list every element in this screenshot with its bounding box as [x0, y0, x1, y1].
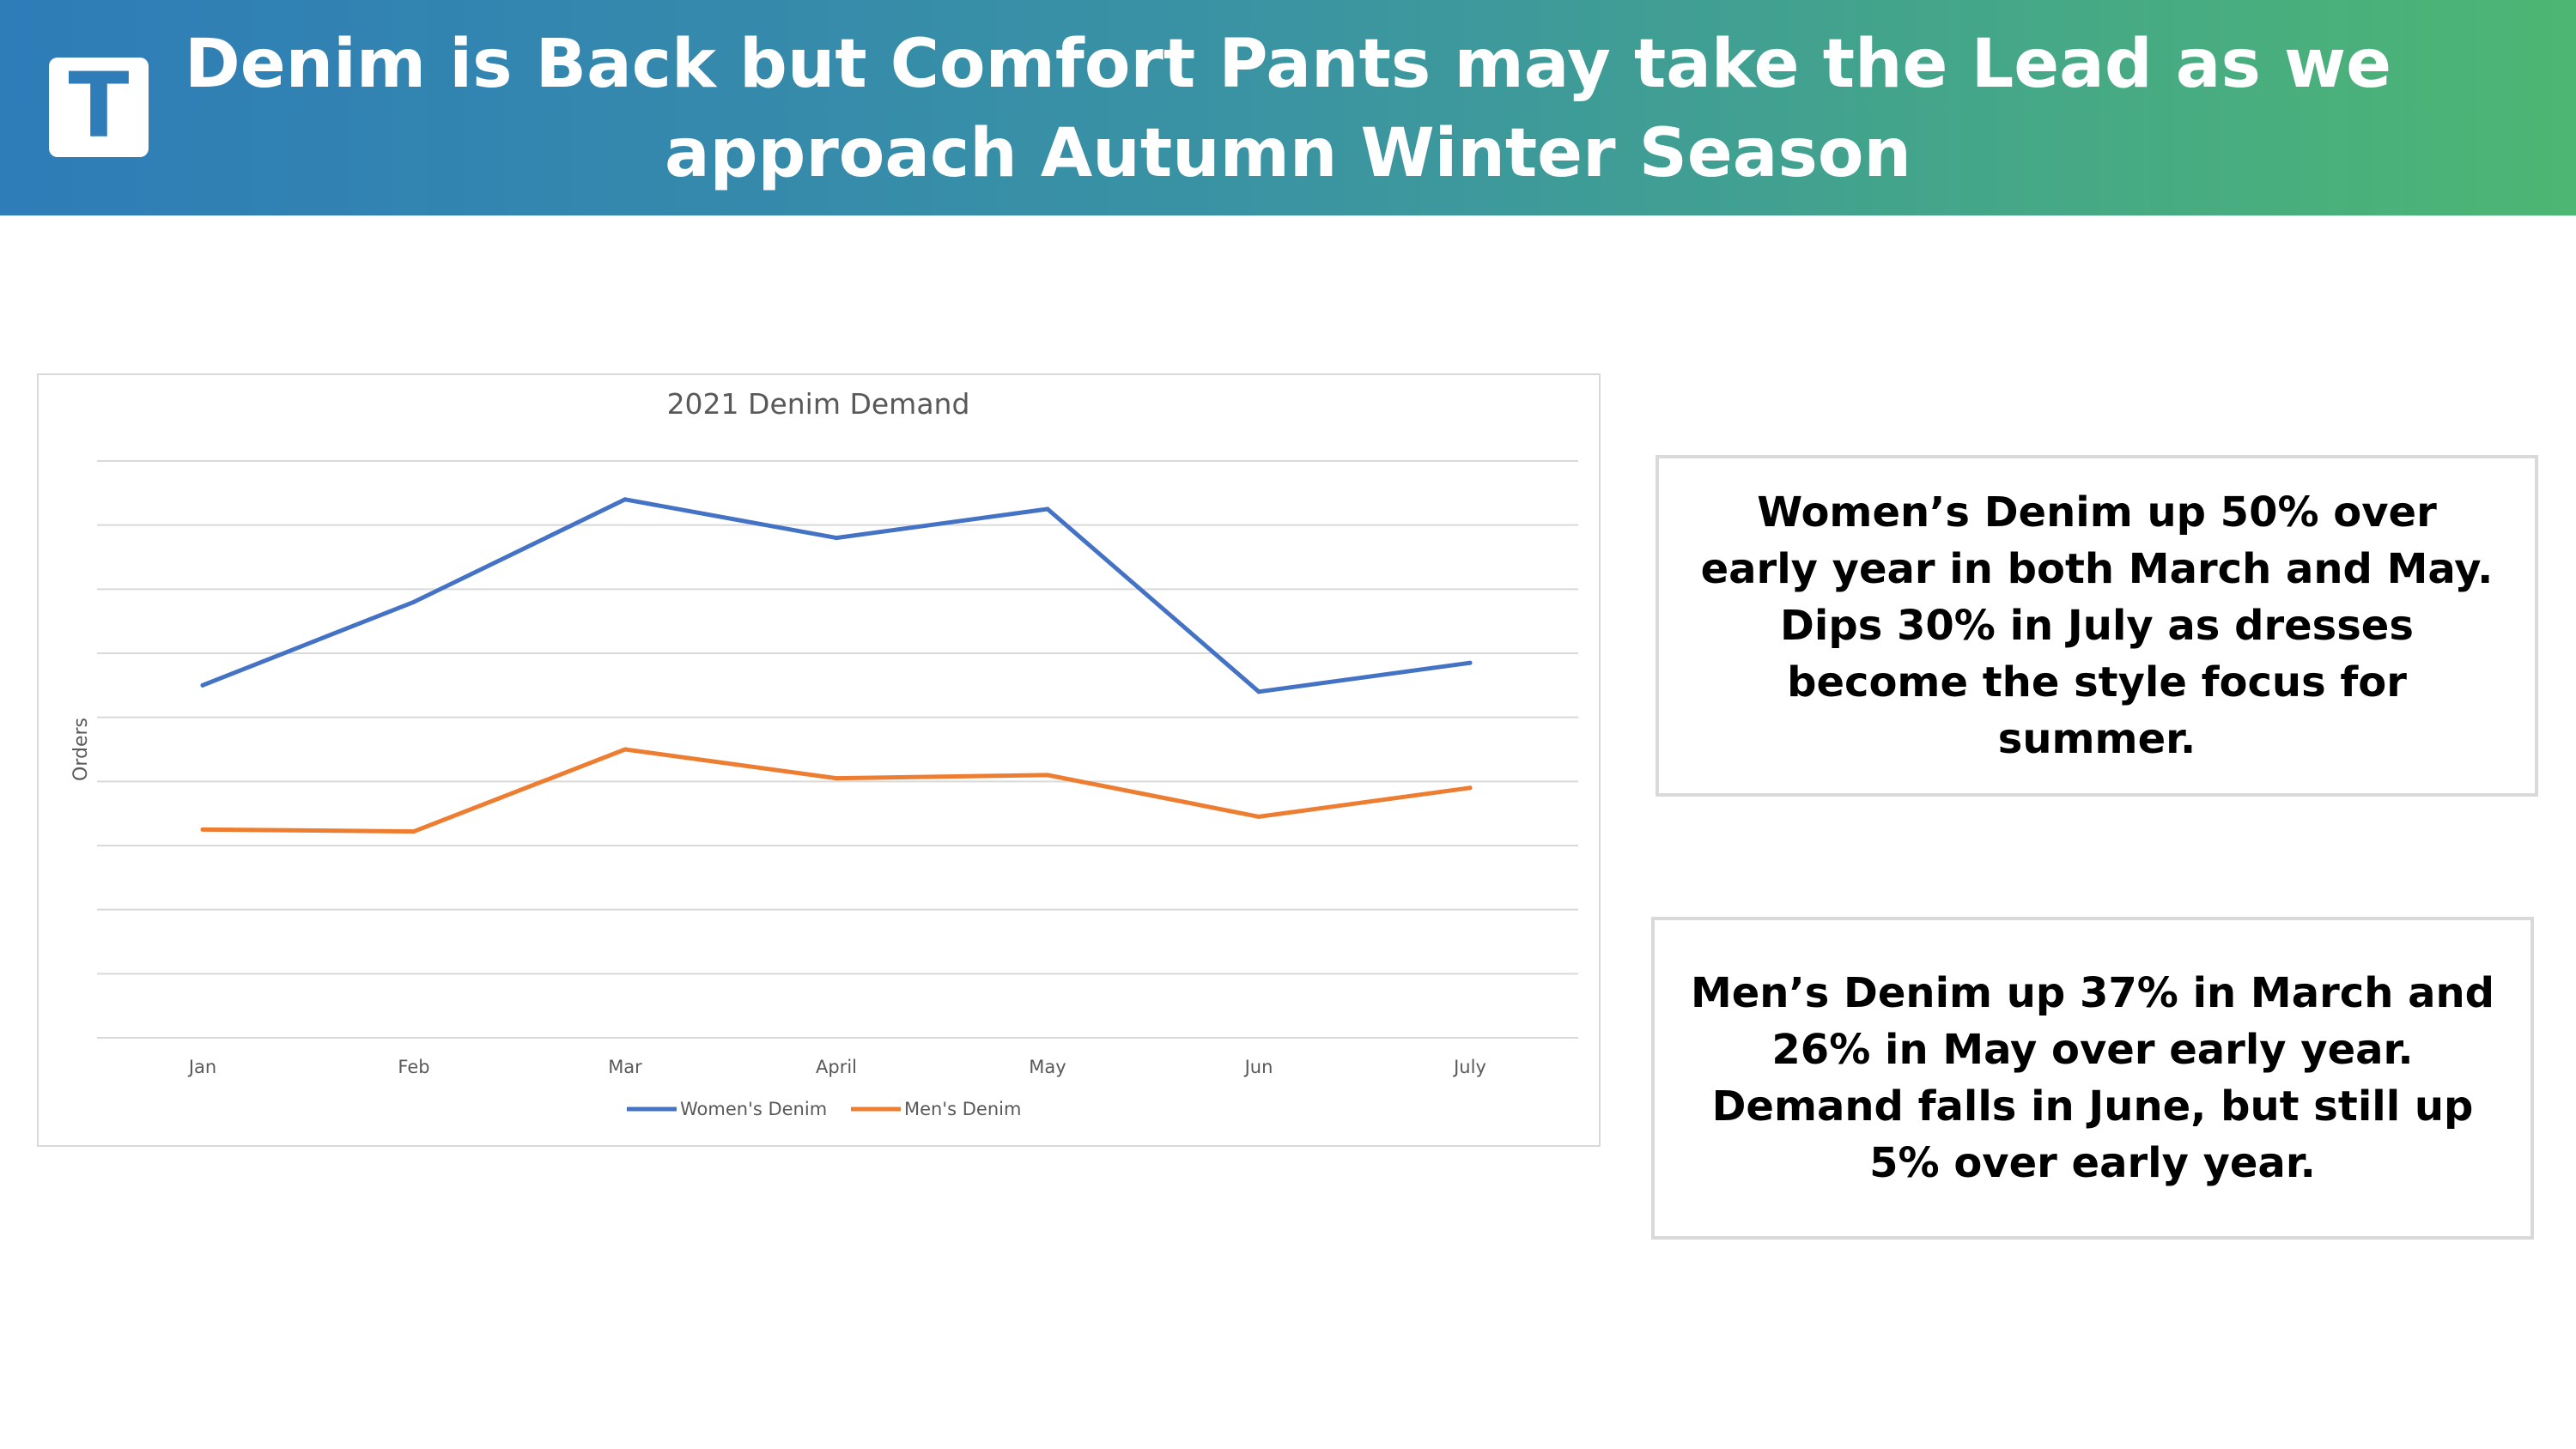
series-line-women	[200, 497, 1473, 694]
line-chart: 2021 Denim Demand Orders Jan Feb Mar April M…	[70, 387, 1578, 1119]
x-tick-label: April	[816, 1057, 857, 1077]
data-point	[200, 827, 205, 832]
x-tick-label: Jun	[1243, 1057, 1273, 1077]
x-tick-label: Feb	[398, 1057, 429, 1077]
data-point	[623, 497, 628, 502]
data-point	[1256, 814, 1261, 819]
men-denim-callout: Men’s Denim up 37% in March and 26% in M…	[1651, 917, 2534, 1240]
data-point	[1467, 660, 1473, 665]
x-tick-label: July	[1452, 1057, 1486, 1077]
legend-label: Women's Denim	[680, 1099, 827, 1119]
series-lines	[200, 497, 1473, 834]
data-point	[200, 682, 205, 688]
data-point	[1045, 506, 1050, 512]
legend: Women's Denim Men's Denim	[627, 1099, 1021, 1119]
page-title: Denim is Back but Comfort Pants may take…	[184, 25, 2391, 192]
data-point	[1045, 773, 1050, 778]
data-point	[834, 536, 839, 541]
data-point	[834, 776, 839, 781]
logo-icon: T	[49, 58, 149, 157]
gridlines	[97, 460, 1578, 1039]
header-banner: T Denim is Back but Comfort Pants may ta…	[0, 0, 2576, 215]
series-line-men	[200, 747, 1473, 834]
legend-label: Men's Denim	[904, 1099, 1021, 1119]
line-chart-panel: 2021 Denim Demand Orders Jan Feb Mar April M…	[37, 373, 1601, 1147]
data-point	[623, 747, 628, 752]
x-tick-label: May	[1029, 1057, 1066, 1077]
data-point	[411, 599, 416, 604]
y-axis-title: Orders	[70, 718, 92, 781]
women-denim-callout: Women’s Denim up 50% over early year in …	[1656, 455, 2538, 797]
data-point	[1256, 689, 1261, 694]
x-tick-label: Jan	[187, 1057, 216, 1077]
x-axis-tick-labels: Jan Feb Mar April May Jun July	[187, 1057, 1486, 1077]
x-tick-label: Mar	[608, 1057, 642, 1077]
chart-title: 2021 Denim Demand	[667, 387, 970, 421]
data-point	[411, 829, 416, 834]
data-point	[1467, 785, 1473, 791]
logo-letter: T	[68, 53, 130, 158]
